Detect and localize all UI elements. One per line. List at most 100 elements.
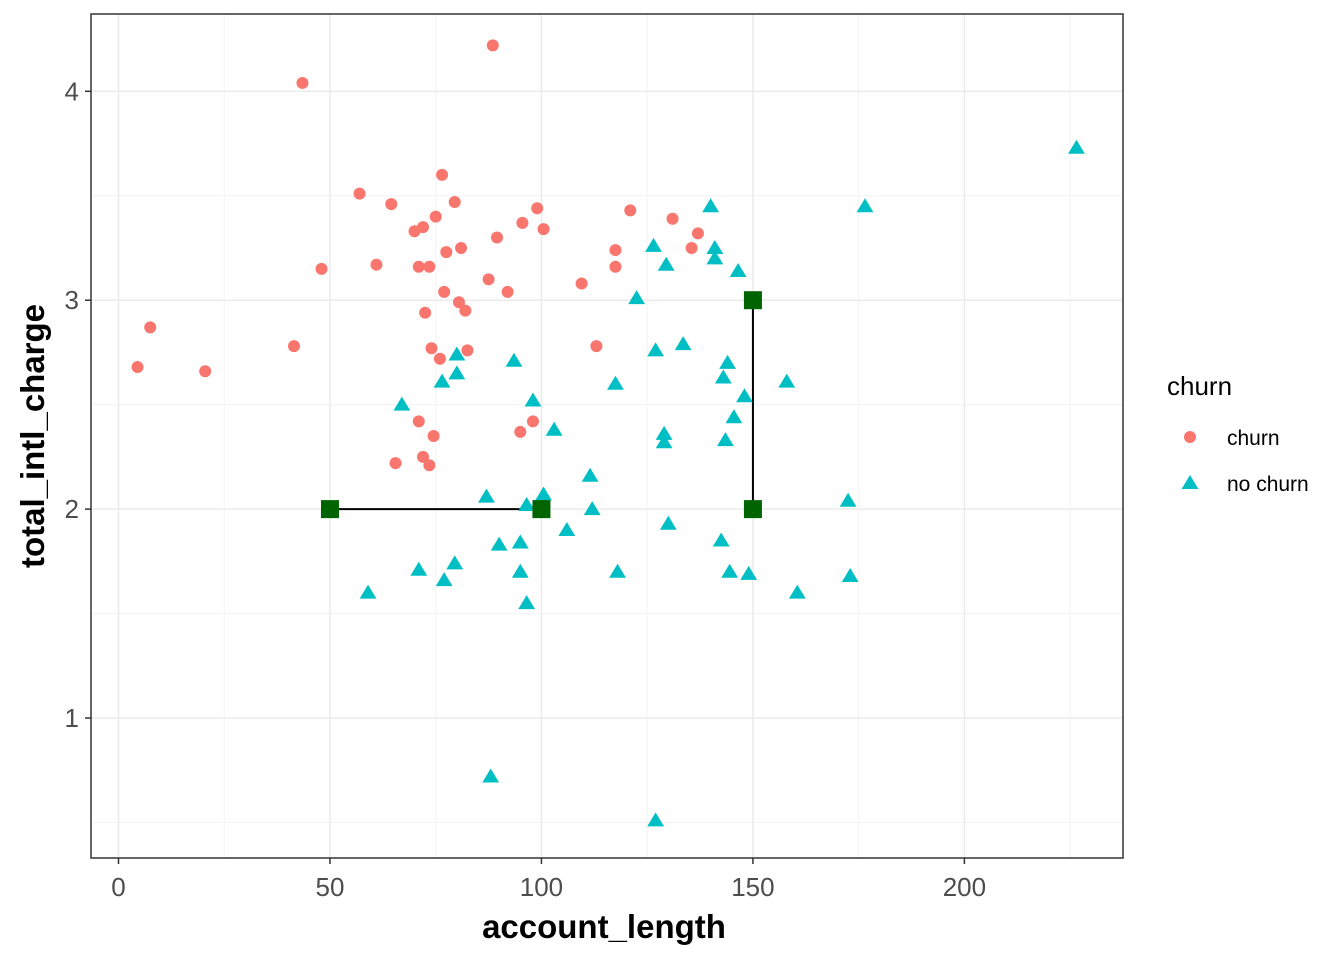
data-point-churn [417,221,430,234]
data-point-no-churn [609,563,626,578]
data-point-no-churn [511,534,529,549]
data-point-churn [491,231,504,244]
data-point-no-churn [702,198,720,213]
data-point-churn [144,321,157,334]
annotation-marker [532,500,551,519]
data-point-no-churn [740,565,758,580]
data-point-churn [516,216,529,229]
annotation-markers [320,291,762,519]
data-point-no-churn [647,812,665,827]
annotation-marker [743,500,762,519]
y-tick-label: 2 [65,494,79,524]
data-point-no-churn [446,555,464,570]
data-point-no-churn [714,369,732,384]
data-point-no-churn [841,567,859,582]
data-point-churn [526,415,539,428]
data-point-no-churn [448,365,466,380]
data-point-no-churn [628,290,646,305]
data-point-churn [459,304,472,317]
data-point-no-churn [581,467,599,482]
data-point-churn [423,260,436,273]
data-point-churn [461,344,474,357]
x-tick-label: 100 [520,872,563,902]
x-tick-label: 200 [943,872,986,902]
legend: churn churn no churn [1167,371,1309,496]
data-point-churn [624,204,637,217]
legend-key-no-churn [1181,475,1199,489]
data-point-churn [389,457,402,470]
data-point-no-churn [788,584,806,599]
legend-symbol-circle [1184,431,1196,443]
data-point-no-churn [524,392,542,407]
annotation-layer [329,300,754,511]
data-point-no-churn [725,409,743,424]
data-point-no-churn [359,584,377,599]
data-point-no-churn [545,421,563,436]
data-point-no-churn [482,768,500,783]
annotation-marker [743,291,762,310]
data-point-churn [417,450,430,463]
data-point-churn [514,425,527,438]
x-tick-label: 50 [316,872,345,902]
legend-label-churn: churn [1227,427,1280,450]
data-point-no-churn [729,262,747,277]
axis-ticks: 0 50 100 150 200 1 2 3 4 [65,76,987,902]
data-point-churn [427,430,440,442]
y-tick-label: 4 [65,76,79,106]
data-point-churn [448,196,461,209]
data-point-churn [370,258,383,271]
legend-label-no-churn: no churn [1227,473,1309,496]
data-point-churn [429,210,442,223]
data-point-no-churn [448,346,466,361]
data-points [131,39,1085,827]
y-tick-label: 3 [65,285,79,315]
data-point-churn [423,459,436,472]
data-point-churn [486,39,499,52]
data-point-no-churn [435,572,453,587]
data-point-no-churn [511,563,529,578]
data-point-churn [501,285,514,298]
data-point-no-churn [655,434,673,449]
data-point-churn [666,212,679,225]
data-point-churn [353,187,366,200]
x-tick-label: 150 [731,872,774,902]
data-point-churn [575,277,588,290]
data-point-no-churn [706,239,724,254]
data-point-churn [590,340,603,353]
data-point-no-churn [736,388,753,403]
data-point-churn [436,168,449,181]
data-point-churn [440,246,453,259]
data-point-no-churn [721,563,739,578]
data-point-no-churn [558,522,576,537]
data-point-no-churn [505,352,523,367]
data-point-churn [537,223,550,236]
data-point-no-churn [583,501,601,516]
legend-symbol-triangle [1181,475,1199,489]
data-point-no-churn [706,250,724,265]
data-point-no-churn [518,595,536,610]
data-point-no-churn [778,373,796,388]
annotation-marker [320,500,339,519]
data-point-no-churn [674,336,692,351]
data-point-no-churn [1068,139,1085,154]
data-point-churn [609,244,622,257]
data-point-churn [438,285,451,298]
data-point-no-churn [535,486,552,501]
data-point-churn [412,415,425,428]
data-point-no-churn [647,342,665,357]
data-point-churn [315,262,328,275]
data-point-no-churn [518,496,536,511]
data-point-churn [385,198,398,211]
data-point-no-churn [719,354,736,369]
data-point-no-churn [410,561,428,576]
legend-title: churn [1167,371,1232,401]
data-point-churn [131,361,144,374]
data-point-churn [609,260,622,273]
x-axis-title: account_length [482,908,726,945]
data-point-no-churn [659,515,677,530]
data-point-no-churn [717,432,734,447]
data-point-churn [425,342,438,355]
